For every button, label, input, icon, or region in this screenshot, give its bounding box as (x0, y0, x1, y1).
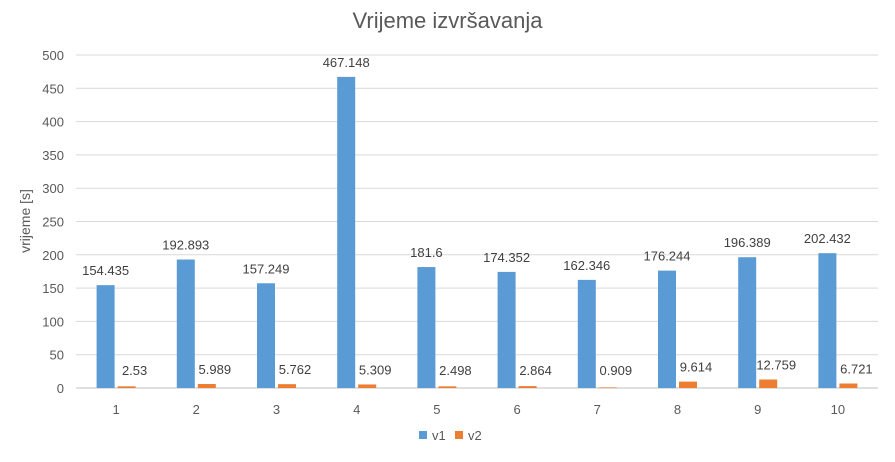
data-label-v1-7: 162.346 (563, 258, 610, 273)
bar-v1-10 (818, 253, 837, 388)
bar-v1-5 (417, 267, 436, 388)
y-tick-label: 200 (42, 248, 64, 263)
y-tick-label: 100 (42, 314, 64, 329)
data-label-v1-4: 467.148 (323, 55, 370, 70)
data-label-v2-7: 0.909 (600, 363, 633, 378)
y-tick-label: 450 (42, 81, 64, 96)
y-tick-label: 250 (42, 215, 64, 230)
legend-label-v2: v2 (468, 428, 482, 443)
data-label-v2-9: 12.759 (756, 358, 796, 373)
bar-v2-7 (598, 387, 617, 389)
y-tick-label: 300 (42, 181, 64, 196)
data-label-v1-10: 202.432 (804, 231, 851, 246)
x-tick-label: 7 (594, 402, 601, 417)
bar-v2-1 (117, 386, 136, 388)
x-tick-label: 1 (112, 402, 119, 417)
y-tick-label: 150 (42, 281, 64, 296)
legend-swatch-v1 (419, 431, 427, 439)
bar-v2-2 (197, 384, 216, 388)
bar-v1-9 (738, 257, 757, 388)
data-label-v2-8: 9.614 (680, 360, 713, 375)
data-label-v2-2: 5.989 (199, 362, 232, 377)
x-tick-label: 4 (353, 402, 360, 417)
data-label-v2-3: 5.762 (279, 362, 312, 377)
legend-label-v1: v1 (432, 428, 446, 443)
bar-v2-4 (358, 384, 377, 388)
tick-layer: 0 50 100 150 200 250 300 350 400 450 500 1 2 3 4 5 6 7 8 9 1… (42, 48, 845, 417)
bar-v1-8 (658, 270, 676, 388)
data-label-v2-6: 2.864 (519, 363, 552, 378)
bar-v2-8 (679, 381, 697, 388)
bar-v1-6 (497, 271, 516, 388)
data-label-v1-5: 181.6 (410, 245, 443, 260)
chart-title: Vrijeme izvršavanja (353, 8, 544, 33)
bar-v1-7 (577, 279, 596, 388)
x-tick-label: 3 (273, 402, 280, 417)
grid-layer (76, 54, 878, 389)
y-tick-label: 0 (57, 381, 64, 396)
bar-v2-3 (278, 384, 296, 388)
bar-v1-1 (96, 285, 115, 388)
data-label-v1-1: 154.435 (82, 263, 129, 278)
data-label-v2-4: 5.309 (359, 362, 392, 377)
bar-layer (96, 76, 858, 389)
data-label-layer: 154.435 192.893 157.249 467.148 181.6 174.352… (82, 55, 873, 378)
x-tick-label: 2 (193, 402, 200, 417)
y-axis-label: vrijeme [s] (17, 189, 33, 253)
data-label-v1-6: 174.352 (483, 250, 530, 265)
x-tick-label: 5 (433, 402, 440, 417)
bar-v2-6 (518, 386, 537, 388)
legend: v1 v2 (419, 428, 482, 443)
y-tick-label: 50 (50, 348, 64, 363)
bar-v1-4 (337, 76, 356, 389)
x-tick-label: 9 (754, 402, 761, 417)
x-tick-label: 8 (674, 402, 681, 417)
data-label-v2-5: 2.498 (439, 363, 472, 378)
y-tick-label: 500 (42, 48, 64, 63)
data-label-v1-3: 157.249 (243, 261, 290, 276)
data-label-v1-8: 176.244 (644, 249, 691, 264)
legend-swatch-v2 (455, 431, 463, 439)
bar-v1-2 (176, 259, 195, 388)
x-tick-label: 6 (513, 402, 520, 417)
data-label-v2-10: 6.721 (840, 362, 873, 377)
y-tick-label: 400 (42, 115, 64, 130)
bar-v2-9 (759, 379, 778, 388)
data-label-v1-9: 196.389 (724, 235, 771, 250)
bar-v2-5 (438, 386, 457, 388)
data-label-v1-2: 192.893 (162, 238, 209, 253)
y-tick-label: 350 (42, 148, 64, 163)
data-label-v2-1: 2.53 (122, 363, 147, 378)
bar-v2-10 (839, 383, 858, 388)
bar-v1-3 (257, 283, 275, 388)
x-tick-label: 10 (831, 402, 845, 417)
